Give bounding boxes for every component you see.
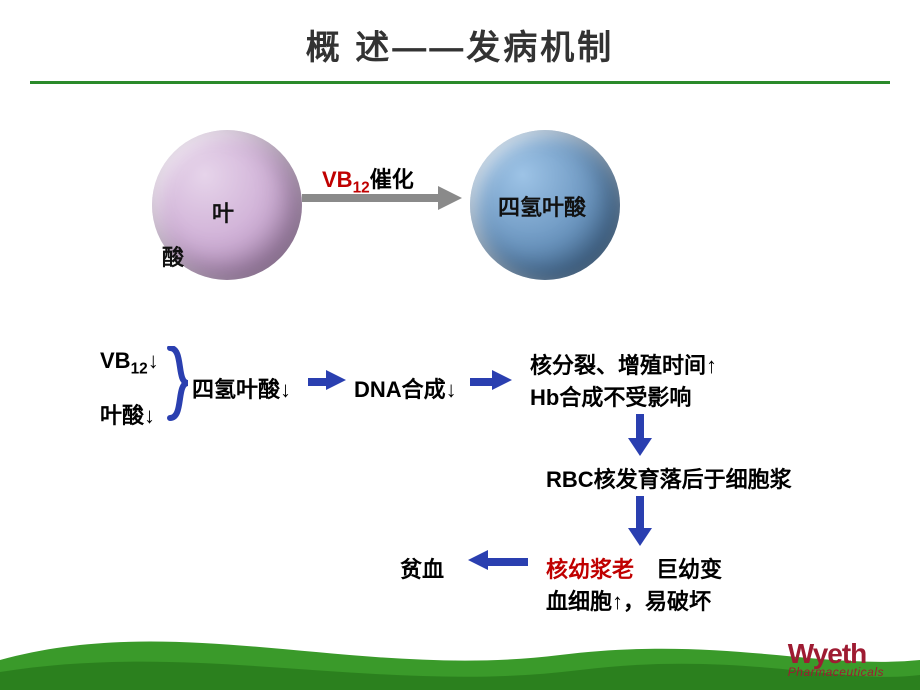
dna-down: ↓ <box>446 377 457 402</box>
footer-wave <box>0 600 920 690</box>
sphere-folate-label-2: 酸 <box>162 240 184 272</box>
node-dna: DNA合成↓ <box>354 372 457 404</box>
brace-icon <box>166 346 192 430</box>
final-line1-red: 核幼浆老 <box>546 557 634 582</box>
result1-line1: 核分裂、增殖时间↑ <box>530 348 717 380</box>
catalysis-label: VB12催化 <box>322 162 414 197</box>
catalysis-post: 催化 <box>370 167 414 192</box>
result1-line2: Hb合成不受影响 <box>530 380 691 412</box>
dna-text: DNA合成 <box>354 377 446 402</box>
folate-down: ↓ <box>144 403 155 428</box>
node-thf: 四氢叶酸↓ <box>192 372 291 404</box>
final-line2: 血细胞↑，易破坏 <box>546 584 711 616</box>
sphere-thf-label: 四氢叶酸 <box>498 190 586 222</box>
final-line1: 核幼浆老 <box>546 552 634 584</box>
logo-line1: Wyeth <box>788 640 884 668</box>
logo: Wyeth Pharmaceuticals <box>788 640 884 678</box>
vb12-sub: 12 <box>131 360 148 377</box>
final-line1-tail: 巨幼变 <box>656 552 722 584</box>
node-folate: 叶酸↓ <box>100 398 155 430</box>
title-rule <box>30 81 890 84</box>
logo-line2: Pharmaceuticals <box>788 666 884 678</box>
vb12-down: ↓ <box>148 348 159 373</box>
folate-text: 叶酸 <box>100 403 144 428</box>
node-anemia: 贫血 <box>400 552 444 584</box>
thf-text: 四氢叶酸 <box>192 377 280 402</box>
catalysis-pre: VB <box>322 167 353 192</box>
node-rbc: RBC核发育落后于细胞浆 <box>546 462 792 494</box>
sphere-folate-label-1: 叶 <box>212 196 234 228</box>
node-vb12: VB12↓ <box>100 348 159 378</box>
thf-down: ↓ <box>280 377 291 402</box>
vb12-pre: VB <box>100 348 131 373</box>
title-text: 概 述——发病机制 <box>306 29 614 67</box>
page-title: 概 述——发病机制 <box>0 0 920 69</box>
